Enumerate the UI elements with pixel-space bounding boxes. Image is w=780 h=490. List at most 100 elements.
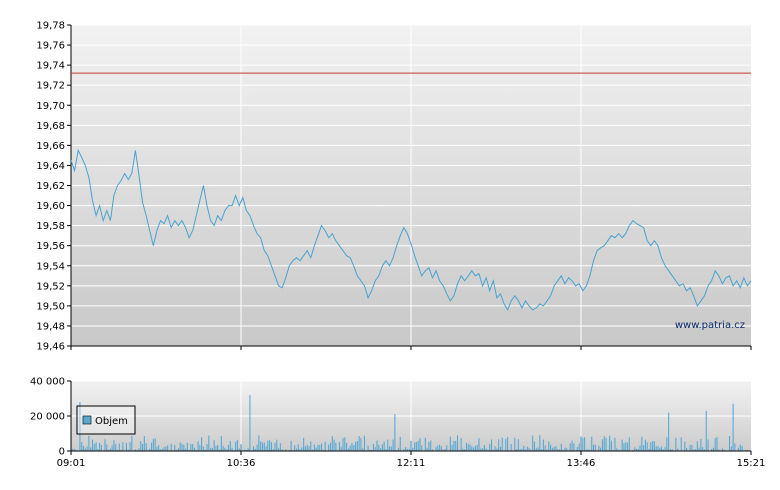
volume-bar	[449, 436, 451, 451]
volume-bar	[600, 447, 602, 451]
volume-bar	[428, 441, 430, 451]
volume-bar	[501, 437, 503, 451]
volume-bar	[385, 449, 387, 451]
volume-bar	[347, 448, 349, 451]
volume-bar	[668, 412, 670, 451]
volume-bar	[308, 446, 310, 451]
price-tick-label: 19,48	[36, 321, 65, 332]
volume-bar	[730, 446, 732, 451]
volume-bar	[303, 437, 305, 451]
volume-bar	[256, 444, 258, 451]
volume-bar	[537, 447, 539, 451]
volume-bar	[267, 440, 269, 451]
price-tick-label: 19,52	[36, 281, 65, 292]
volume-bar	[666, 437, 668, 451]
volume-bar	[662, 449, 664, 451]
volume-bar	[419, 438, 421, 451]
volume-bar	[564, 447, 566, 451]
volume-bar	[405, 447, 407, 451]
volume-bar	[108, 449, 110, 451]
volume-bar	[700, 438, 702, 451]
volume-bar	[140, 441, 142, 451]
volume-tick-label: 20 000	[30, 412, 65, 423]
volume-bar	[444, 449, 446, 451]
volume-bar	[516, 449, 518, 451]
volume-bar	[460, 438, 462, 451]
volume-bar	[81, 442, 83, 451]
volume-bar	[390, 446, 392, 451]
volume-bar	[197, 441, 199, 451]
volume-bar	[592, 444, 595, 451]
volume-bar	[544, 445, 546, 451]
volume-bar	[210, 448, 212, 451]
volume-bar	[440, 446, 442, 451]
volume-bar	[165, 446, 167, 451]
volume-bar	[485, 448, 487, 451]
volume-bar	[451, 444, 453, 451]
volume-bar	[737, 447, 740, 451]
volume-bar	[528, 447, 530, 451]
volume-bar	[510, 443, 512, 451]
volume-bar	[184, 448, 187, 451]
volume-bar	[397, 447, 400, 451]
volume-bar	[580, 436, 582, 451]
volume-bar	[535, 448, 537, 451]
volume-bar	[431, 449, 434, 451]
volume-bar	[367, 445, 369, 451]
volume-bar	[555, 445, 557, 451]
volume-bar	[120, 449, 122, 451]
volume-bar	[618, 449, 620, 451]
volume-bar	[558, 449, 561, 451]
volume-bar	[227, 444, 230, 451]
volume-bar	[526, 446, 528, 451]
volume-bar	[415, 442, 417, 451]
volume-bar	[122, 442, 124, 451]
volume-bar	[315, 447, 317, 451]
volume-bar	[732, 403, 734, 452]
volume-bar	[86, 446, 88, 451]
volume-bar	[328, 444, 330, 451]
volume-legend: Objem	[76, 405, 136, 435]
volume-bar	[206, 444, 208, 451]
volume-bar	[281, 449, 283, 451]
volume-bar	[331, 436, 333, 451]
volume-bar	[553, 447, 555, 451]
volume-bar	[285, 449, 287, 451]
price-tick-label: 19,60	[36, 201, 65, 212]
volume-bar	[594, 444, 596, 451]
volume-bar	[247, 448, 249, 451]
volume-bar	[712, 447, 714, 451]
volume-bar	[548, 441, 550, 451]
volume-bar	[648, 448, 650, 451]
volume-bar	[585, 449, 587, 451]
volume-bar	[229, 440, 231, 451]
volume-bar	[374, 447, 376, 451]
volume-bar	[675, 437, 677, 451]
volume-bar	[696, 441, 698, 451]
volume-bar	[224, 447, 226, 451]
volume-bar	[79, 402, 81, 451]
volume-bar	[430, 440, 432, 451]
volume-bar	[263, 442, 265, 451]
volume-bar	[456, 435, 459, 451]
price-tick-label: 19,66	[36, 141, 65, 152]
volume-bar	[542, 439, 544, 451]
volume-bar	[319, 445, 321, 451]
volume-bar	[723, 449, 725, 451]
volume-bar	[628, 437, 630, 451]
volume-bar	[88, 435, 90, 451]
volume-bar	[174, 444, 176, 451]
volume-bar	[616, 448, 618, 451]
volume-bar	[351, 443, 353, 451]
volume-bar	[240, 444, 242, 451]
volume-bar	[272, 449, 274, 451]
volume-bar	[297, 444, 299, 451]
volume-bar	[236, 439, 238, 451]
volume-bar	[211, 447, 213, 451]
price-tick-label: 19,56	[36, 241, 65, 252]
volume-bar	[381, 444, 383, 451]
volume-bar	[584, 437, 586, 451]
volume-bar	[694, 449, 697, 451]
volume-bar	[505, 438, 507, 451]
